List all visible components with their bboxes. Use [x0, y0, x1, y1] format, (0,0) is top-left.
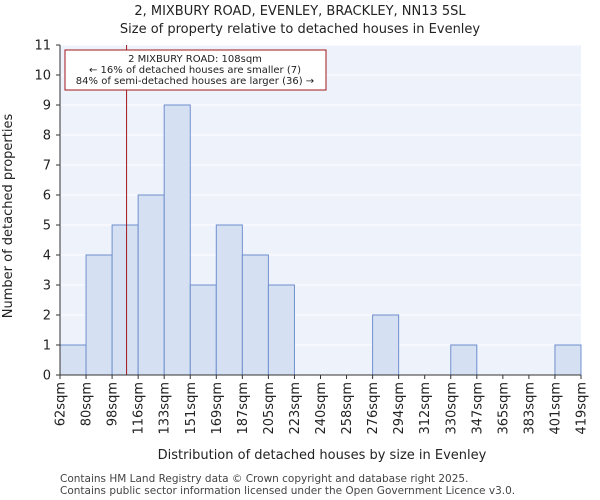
y-tick-label: 8: [43, 129, 51, 144]
x-tick-label: 401sqm: [548, 382, 563, 435]
x-tick-label: 116sqm: [132, 382, 147, 435]
bars: [59, 104, 582, 376]
y-tick-label: 6: [43, 189, 51, 204]
x-tick-label: 365sqm: [496, 382, 511, 435]
annotation-frame: [64, 49, 327, 91]
x-tick-label: 312sqm: [418, 382, 433, 435]
annotation-line-3: 84% of semi-detached houses are larger (…: [76, 76, 314, 87]
annotation-line-1: 2 MIXBURY ROAD: 108sqm: [128, 54, 262, 65]
y-tick-label: 5: [43, 219, 51, 234]
bar-98sqm: [111, 224, 139, 376]
bar-330sqm: [450, 344, 478, 376]
y-tick-label: 3: [43, 279, 51, 294]
x-tick-label: 330sqm: [444, 382, 459, 435]
x-tick-label: 240sqm: [314, 382, 329, 435]
x-tick-label: 276sqm: [366, 382, 381, 435]
footer-line-1: Contains HM Land Registry data © Crown c…: [60, 473, 468, 485]
x-tick-label: 133sqm: [158, 382, 173, 435]
y-tick-label: 4: [43, 249, 51, 264]
y-tick-label: 11: [34, 39, 51, 54]
x-tick-label: 223sqm: [288, 382, 303, 435]
y-axis-label: Number of detached properties: [1, 114, 16, 319]
bar-151sqm: [189, 284, 217, 376]
x-tick-label: 294sqm: [392, 382, 407, 435]
x-tick-label: 205sqm: [262, 382, 277, 435]
x-tick-label: 258sqm: [340, 382, 355, 435]
x-tick-label: 151sqm: [184, 382, 199, 435]
bar-80sqm: [85, 254, 113, 376]
y-tick-label: 7: [43, 159, 51, 174]
bar-169sqm: [215, 224, 243, 376]
x-tick-label: 187sqm: [236, 382, 251, 435]
x-axis-label: Distribution of detached houses by size …: [158, 448, 487, 463]
chart-title: 2, MIXBURY ROAD, EVENLEY, BRACKLEY, NN13…: [134, 4, 466, 19]
footer-line-2: Contains public sector information licen…: [60, 485, 515, 497]
bar-187sqm: [241, 254, 269, 376]
annotation-line-2: ← 16% of detached houses are smaller (7): [89, 65, 301, 76]
x-tick-label: 383sqm: [522, 382, 537, 435]
y-tick-label: 10: [34, 69, 51, 84]
x-tick-label: 347sqm: [470, 382, 485, 435]
y-tick-label: 2: [43, 309, 51, 324]
x-tick-label: 419sqm: [575, 382, 590, 435]
axes: [56, 44, 582, 379]
chart-subtitle: Size of property relative to detached ho…: [120, 22, 481, 37]
x-tick-label: 169sqm: [210, 382, 225, 435]
y-tick-label: 0: [43, 369, 51, 384]
x-tick-label: 80sqm: [80, 382, 95, 426]
x-tick-labels: 62sqm 80sqm 98sqm 116sqm 133sqm 151sqm 169sqm 1…: [54, 382, 590, 435]
bar-276sqm: [372, 314, 400, 376]
bar-116sqm: [137, 194, 165, 376]
x-tick-label: 98sqm: [106, 382, 121, 426]
bar-133sqm: [163, 104, 191, 376]
x-tick-label: 62sqm: [54, 382, 69, 426]
bar-205sqm: [267, 284, 295, 376]
bar-62sqm: [59, 344, 87, 376]
y-tick-label: 1: [43, 339, 51, 354]
y-tick-labels: 0 1 2 3 4 5 6 7 8 9 10 11: [34, 39, 51, 384]
annotation-box: 2 MIXBURY ROAD: 108sqm ← 16% of detached…: [64, 49, 327, 91]
bar-401sqm: [554, 344, 582, 376]
y-tick-label: 9: [43, 99, 51, 114]
